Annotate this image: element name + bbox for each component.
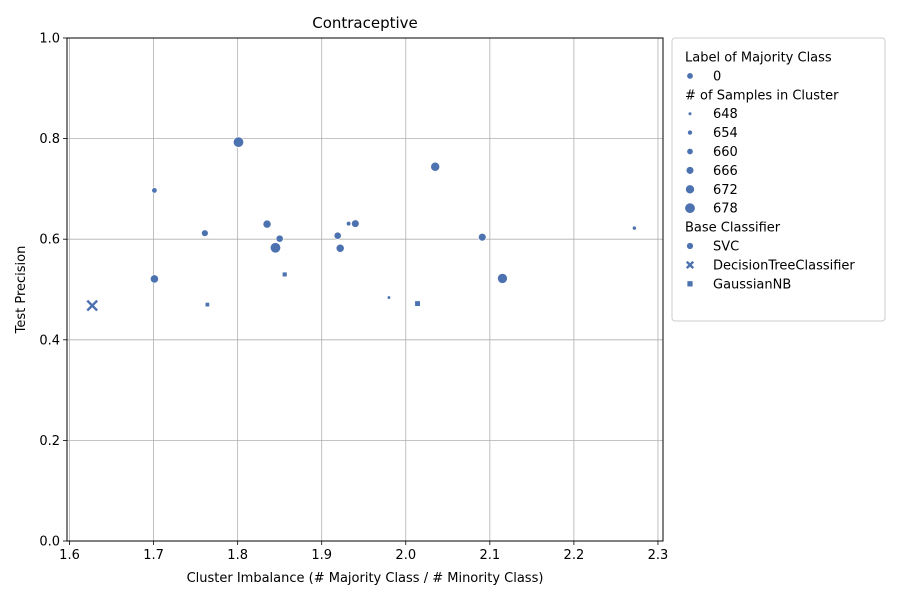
legend-style-marker: [686, 280, 694, 287]
data-point: [632, 225, 637, 231]
data-point: [205, 302, 210, 307]
y-tick-label: 0.8: [39, 132, 60, 147]
data-point: [414, 300, 421, 307]
plot-area: [66, 37, 664, 542]
legend-hue-title: Label of Majority Class: [685, 51, 832, 66]
x-tick-label: 1.7: [143, 548, 164, 563]
y-axis-ticks: 0.0 0.2 0.4 0.6 0.8 1.0: [39, 32, 67, 550]
legend-size-marker: [686, 148, 694, 155]
legend-size-title: # of Samples in Cluster: [685, 88, 839, 103]
legend-size-marker: [685, 166, 695, 175]
legend-hue-label: 0: [713, 69, 721, 84]
x-tick-label: 1.8: [227, 548, 248, 563]
legend-size-label: 666: [713, 164, 738, 179]
data-point: [150, 274, 159, 284]
y-tick-label: 1.0: [39, 32, 60, 47]
legend-size-marker: [687, 111, 693, 116]
legend-style-label: SVC: [713, 240, 739, 255]
legend-style-title: Base Classifier: [685, 221, 781, 236]
x-tick-label: 2.1: [479, 548, 500, 563]
data-point: [478, 233, 487, 242]
data-point: [262, 219, 272, 229]
x-axis-ticks: 1.6 1.7 1.8 1.9 2.0 2.1 2.2 2.3: [59, 541, 668, 563]
legend-size-label: 672: [713, 183, 738, 198]
legend-size-label: 660: [713, 145, 738, 160]
legend-size-marker: [687, 129, 693, 136]
data-point: [335, 243, 345, 253]
x-tick-label: 2.2: [564, 548, 585, 563]
y-tick-label: 0.6: [39, 233, 60, 248]
legend-size-label: 654: [713, 126, 738, 141]
data-point: [232, 136, 244, 148]
chart-title: Contraceptive: [312, 14, 418, 32]
y-tick-label: 0.4: [39, 333, 60, 348]
x-tick-label: 2.3: [648, 548, 669, 563]
legend-style-label: DecisionTreeClassifier: [713, 258, 855, 273]
x-axis-title: Cluster Imbalance (# Majority Class / # …: [187, 571, 544, 586]
y-axis-title: Test Precision: [14, 246, 29, 335]
legend-style-label: GaussianNB: [713, 277, 791, 292]
x-tick-label: 1.9: [311, 548, 332, 563]
data-point: [430, 161, 441, 172]
data-point: [269, 242, 281, 254]
legend-size-marker: [685, 184, 695, 195]
legend-hue-marker: [686, 72, 694, 80]
x-tick-label: 1.6: [59, 548, 80, 563]
data-point: [151, 187, 158, 194]
legend-style-marker: [686, 242, 694, 250]
data-point: [201, 229, 209, 237]
y-tick-label: 0.2: [39, 434, 60, 449]
x-tick-label: 2.0: [395, 548, 416, 563]
legend: Label of Majority Class 0 # of Samples in …: [671, 37, 886, 322]
data-point: [282, 271, 288, 277]
legend-size-marker: [684, 202, 696, 214]
legend-style-marker: [685, 260, 695, 269]
data-point: [497, 273, 508, 284]
data-point: [387, 295, 391, 300]
y-tick-label: 0.0: [39, 535, 60, 550]
legend-size-label: 678: [713, 202, 738, 217]
data-point: [275, 234, 284, 243]
grid: [67, 37, 663, 542]
data-point: [86, 299, 99, 312]
legend-box: [671, 37, 886, 322]
data-points: [86, 136, 637, 312]
data-point: [346, 221, 352, 227]
legend-size-label: 648: [713, 107, 738, 122]
data-point: [333, 231, 342, 240]
data-point: [351, 219, 360, 228]
